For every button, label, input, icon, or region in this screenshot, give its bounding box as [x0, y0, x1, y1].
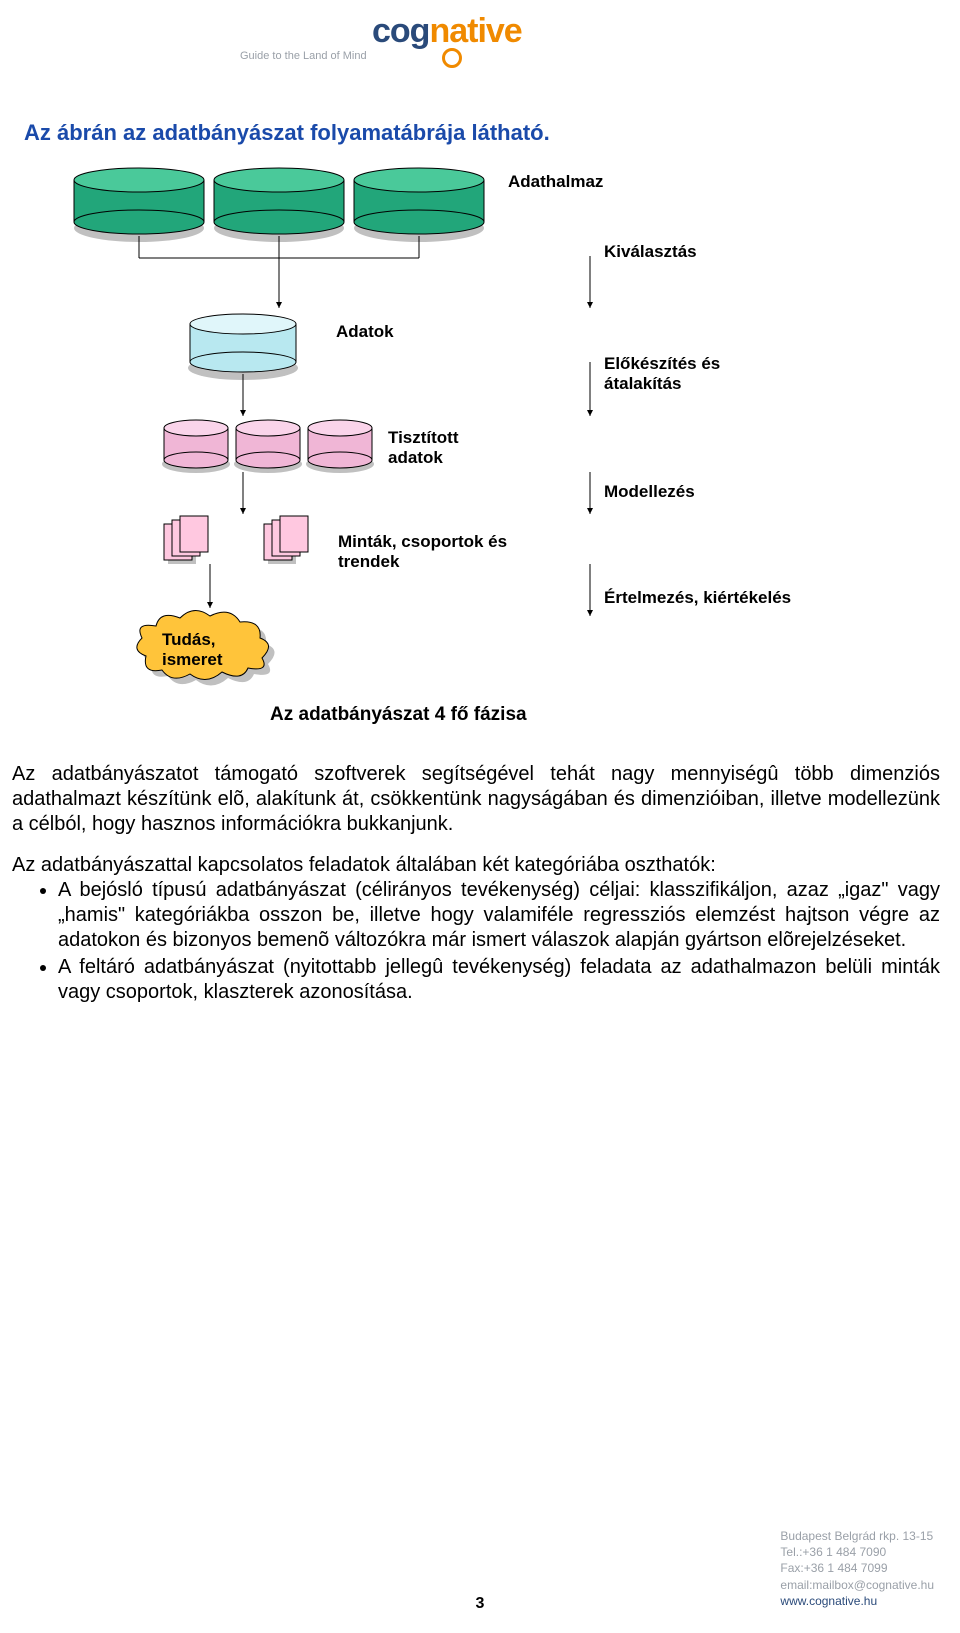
footer-email: email:mailbox@cognative.hu — [780, 1577, 934, 1593]
logo-part1: cog — [372, 12, 429, 51]
page-number: 3 — [476, 1595, 485, 1613]
label-adathalmaz: Adathalmaz — [508, 172, 603, 192]
label-tisztitott: Tisztított adatok — [388, 428, 498, 467]
bullet-item: A feltáró adatbányászat (nyitottabb jell… — [58, 955, 940, 1005]
label-mintak: Minták, csoportok és trendek — [338, 532, 558, 571]
footer-tel: Tel.:+36 1 484 7090 — [780, 1544, 934, 1560]
label-ertelmezes: Értelmezés, kiértékelés — [604, 588, 791, 608]
flow-diagram: Adathalmaz Kiválasztás Adatok Előkészíté… — [50, 158, 890, 738]
bullet-list: A bejósló típusú adatbányászat (célirány… — [40, 878, 940, 1005]
diagram-caption: Az adatbányászat 4 fő fázisa — [270, 704, 527, 726]
page-title: Az ábrán az adatbányászat folyamatábrája… — [24, 120, 960, 146]
tagline: Guide to the Land of Mind — [240, 50, 367, 62]
page: Guide to the Land of Mind cog native Az … — [0, 0, 960, 1633]
label-elokeszites: Előkészítés és átalakítás — [604, 354, 774, 393]
label-tudas: Tudás, ismeret — [162, 630, 252, 669]
logo-ring-icon — [442, 48, 462, 68]
footer: Budapest Belgrád rkp. 13-15 Tel.:+36 1 4… — [780, 1528, 934, 1609]
footer-url: www.cognative.hu — [780, 1593, 934, 1609]
label-adatok: Adatok — [336, 322, 394, 342]
label-kivalasztas: Kiválasztás — [604, 242, 697, 262]
bullet-item: A bejósló típusú adatbányászat (célirány… — [58, 878, 940, 953]
paragraph-1: Az adatbányászatot támogató szoftverek s… — [12, 762, 940, 837]
header: Guide to the Land of Mind cog native — [0, 0, 960, 80]
logo: cog native — [372, 12, 522, 51]
paragraph-2: Az adatbányászattal kapcsolatos feladato… — [12, 853, 940, 878]
footer-fax: Fax:+36 1 484 7099 — [780, 1560, 934, 1576]
label-modellezes: Modellezés — [604, 482, 695, 502]
footer-address: Budapest Belgrád rkp. 13-15 — [780, 1528, 934, 1544]
logo-part2: native — [429, 12, 521, 51]
